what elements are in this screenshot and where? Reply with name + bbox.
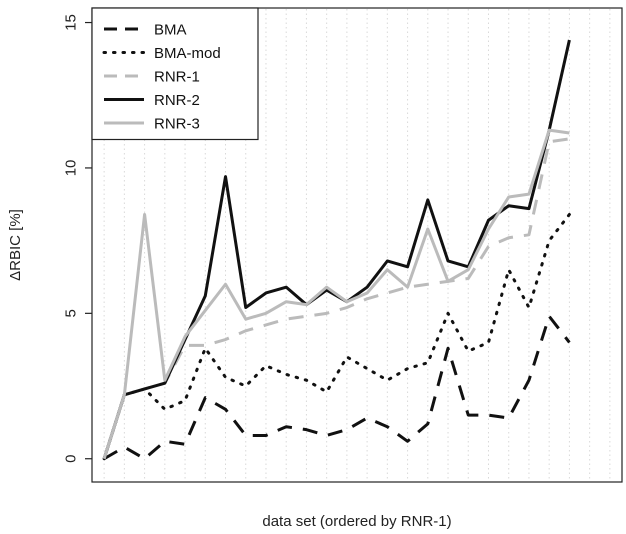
y-tick-label: 0 — [62, 455, 79, 463]
plot-frame — [91, 7, 623, 483]
y-axis-label: ΔRBIC [%] — [7, 209, 24, 281]
series-layer — [102, 39, 571, 461]
y-tick-label: 10 — [62, 160, 79, 177]
y-axis: 0 5 10 15 — [62, 14, 92, 463]
legend-label: RNR-3 — [154, 115, 200, 132]
legend-label: BMA — [154, 21, 187, 38]
legend-label: RNR-2 — [154, 92, 200, 109]
legend: BMA BMA-mod RNR-1 RNR-2 RNR-3 — [91, 7, 259, 141]
legend-box — [91, 7, 259, 141]
series-line-rnr-1 — [102, 137, 570, 460]
x-axis-label: data set (ordered by RNR-1) — [262, 513, 451, 530]
series-line-bma-mod — [102, 212, 571, 461]
y-tick-label: 15 — [62, 14, 79, 31]
y-tick-label: 5 — [62, 309, 79, 317]
legend-label: RNR-1 — [154, 68, 200, 85]
series-line-bma — [103, 314, 571, 461]
series-line-rnr-3 — [102, 128, 570, 460]
legend-label: BMA-mod — [154, 45, 221, 62]
